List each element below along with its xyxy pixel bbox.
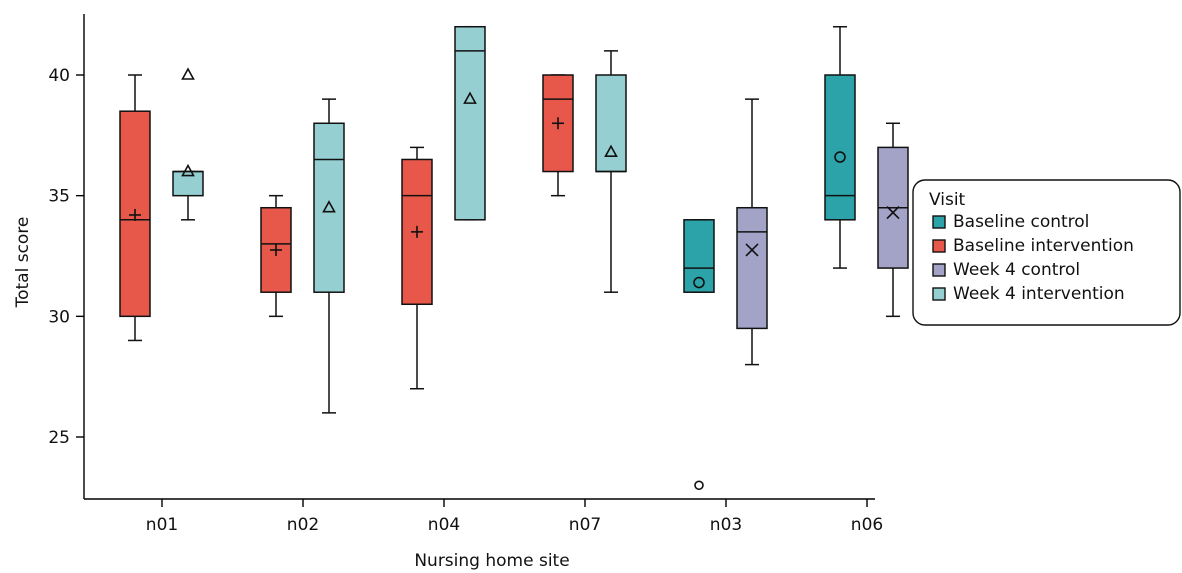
mean-marker [834,151,846,163]
mean-marker [181,163,195,177]
mean-marker [604,144,618,158]
mean-marker [886,205,900,220]
mean-marker [129,208,141,221]
legend-item-baseline-intervention: Baseline intervention [932,236,1134,256]
iqr-box [595,74,627,173]
legend-items: Baseline control Baseline intervention Wee… [932,212,1134,304]
plot-area [119,25,909,491]
legend-item-week-4-intervention: Week 4 intervention [932,284,1125,304]
mean-marker [322,200,336,213]
box-n03-week-4-control [736,98,768,366]
legend-label: Week 4 intervention [953,284,1125,304]
legend-swatch [932,263,946,277]
box-n03-baseline-control [683,219,715,491]
mean-marker [745,243,759,257]
legend-label: Baseline control [953,212,1089,232]
legend-label: Week 4 control [953,260,1080,280]
iqr-box [313,122,345,293]
legend-item-baseline-control: Baseline control [932,212,1089,232]
legend-swatch [932,215,946,229]
legend-frame [912,179,1181,326]
box-n07-week-4-intervention [595,50,627,293]
y-axis: 25 30 35 40 [48,14,85,499]
x-tick-label-n07: n07 [569,515,601,535]
legend-item-week-4-control: Week 4 control [932,260,1080,280]
box-n01-baseline-intervention [119,74,151,342]
x-tick-label-n01: n01 [146,515,178,535]
legend: Visit Baseline control Baseline intervent… [912,179,1181,326]
y-tick-label: 35 [48,187,70,207]
outlier-point [694,480,704,491]
box-n06-week-4-control [877,122,909,318]
y-tick-label: 25 [48,428,70,448]
x-axis: n01 n02 n04 n07 n03 n06 [84,498,883,535]
y-axis-title: Total score [13,217,33,309]
x-axis-title: Nursing home site [414,551,569,571]
box-n07-baseline-intervention [542,74,574,197]
mean-marker [270,243,282,256]
legend-label: Baseline intervention [953,236,1134,256]
mean-marker [552,117,564,130]
box-n04-week-4-intervention [454,25,486,221]
x-tick-label-n03: n03 [710,515,742,535]
x-tick-label-n06: n06 [851,515,883,535]
y-tick-label: 30 [48,307,70,327]
box-n02-week-4-intervention [313,98,345,414]
x-tick-label-n04: n04 [428,515,460,535]
x-tick-label-n02: n02 [287,515,319,535]
y-tick-label: 40 [48,66,70,86]
iqr-box [683,219,715,293]
iqr-box [542,74,574,173]
legend-swatch [932,239,946,253]
iqr-box [454,25,486,221]
legend-title: Visit [929,190,966,210]
mean-marker [463,91,477,104]
outlier-point [181,67,195,80]
iqr-box [824,74,856,221]
mean-marker [411,225,423,238]
box-n06-baseline-control [824,25,856,269]
box-n04-baseline-intervention [401,146,433,390]
box-n02-baseline-intervention [260,194,292,318]
iqr-box [736,206,768,330]
legend-swatch [932,287,946,301]
box-n01-week-4-intervention [172,67,204,221]
mean-marker [693,276,705,289]
